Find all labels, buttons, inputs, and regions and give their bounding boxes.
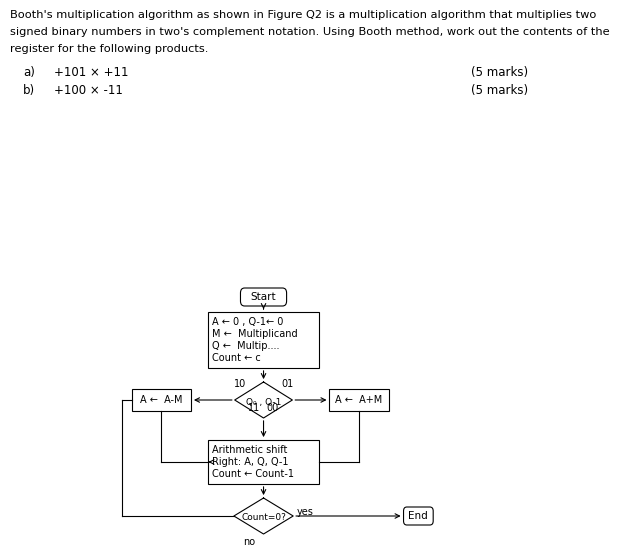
Text: Q ←  Multip....: Q ← Multip....: [212, 341, 280, 351]
FancyBboxPatch shape: [132, 389, 191, 411]
Text: Count ← Count-1: Count ← Count-1: [212, 469, 294, 479]
Text: 10: 10: [234, 379, 246, 389]
Text: a): a): [23, 66, 35, 79]
Text: A ← 0 , Q-1← 0: A ← 0 , Q-1← 0: [212, 317, 284, 327]
FancyBboxPatch shape: [404, 507, 433, 525]
Polygon shape: [235, 382, 292, 418]
Text: +100 × -11: +100 × -11: [54, 84, 122, 97]
Text: Count=0?: Count=0?: [241, 514, 286, 522]
Text: yes: yes: [296, 507, 314, 517]
Text: Arithmetic shift: Arithmetic shift: [212, 445, 288, 455]
Text: End: End: [408, 511, 428, 521]
Text: signed binary numbers in two's complement notation. Using Booth method, work out: signed binary numbers in two's complemen…: [10, 27, 609, 37]
FancyBboxPatch shape: [330, 389, 388, 411]
FancyBboxPatch shape: [241, 288, 287, 306]
Text: (5 marks): (5 marks): [471, 84, 528, 97]
Text: b): b): [23, 84, 35, 97]
Text: 11: 11: [248, 403, 260, 413]
Text: A ←  A-M: A ← A-M: [140, 395, 182, 405]
Text: A ←  A+M: A ← A+M: [335, 395, 383, 405]
Text: Count ← c: Count ← c: [212, 353, 261, 363]
Text: Q₀ , Q-1: Q₀ , Q-1: [246, 398, 281, 406]
Text: Right: A, Q, Q-1: Right: A, Q, Q-1: [212, 457, 289, 467]
Text: 01: 01: [281, 379, 294, 389]
Text: no: no: [243, 537, 255, 547]
Polygon shape: [234, 498, 293, 534]
Text: (5 marks): (5 marks): [471, 66, 528, 79]
Text: Booth's multiplication algorithm as shown in Figure Q2 is a multiplication algor: Booth's multiplication algorithm as show…: [10, 10, 596, 20]
Text: M ←  Multiplicand: M ← Multiplicand: [212, 329, 298, 339]
FancyBboxPatch shape: [209, 312, 319, 368]
Text: 00: 00: [267, 403, 279, 413]
Text: +101 × +11: +101 × +11: [54, 66, 128, 79]
Text: Start: Start: [251, 292, 276, 302]
Text: register for the following products.: register for the following products.: [10, 44, 208, 54]
FancyBboxPatch shape: [209, 440, 319, 484]
